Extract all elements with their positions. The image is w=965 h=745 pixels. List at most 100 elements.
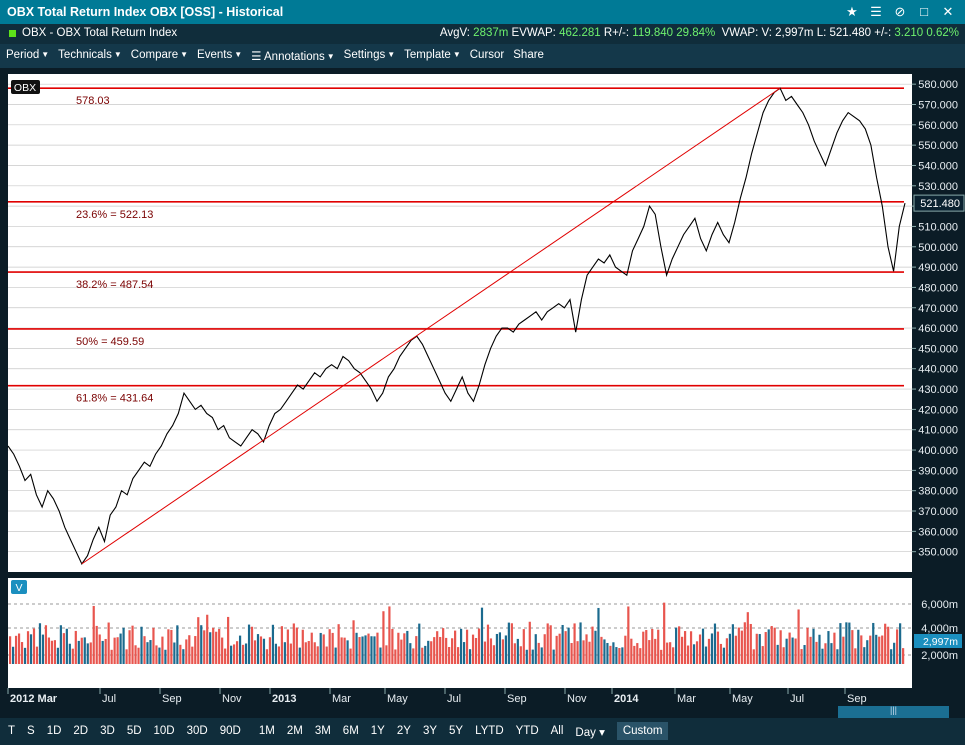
volume-bar — [483, 641, 487, 664]
period-3y[interactable]: 3Y — [422, 725, 438, 737]
volume-bar — [890, 649, 893, 664]
volume-bar — [143, 636, 146, 664]
volume-bar — [268, 637, 272, 664]
star-icon[interactable]: ★ — [846, 4, 858, 19]
period-1y[interactable]: 1Y — [370, 725, 385, 737]
menu-cursor[interactable]: Cursor — [469, 49, 505, 61]
volume-bar — [800, 649, 803, 664]
period-1d[interactable]: 1D — [46, 725, 62, 737]
last-price-label: 521.480 — [920, 198, 960, 210]
volume-bar — [71, 648, 74, 664]
menu-icon[interactable]: ☰ — [870, 4, 882, 19]
volume-bar — [600, 636, 603, 664]
volume-bar — [355, 632, 358, 664]
volume-bar — [618, 648, 621, 664]
volume-bar — [307, 641, 310, 664]
volume-badge: V — [15, 582, 22, 594]
menu-settings[interactable]: Settings ▼ — [343, 49, 396, 61]
volume-bar — [29, 634, 33, 664]
volume-bar — [746, 612, 749, 664]
volume-bar — [558, 633, 561, 664]
volume-bar — [776, 644, 779, 664]
volume-bar — [779, 630, 782, 664]
period-2m[interactable]: 2M — [286, 725, 303, 737]
period-t[interactable]: T — [8, 725, 16, 737]
interval-dropdown[interactable]: Day ▾ — [575, 727, 605, 739]
menu-compare[interactable]: Compare ▼ — [130, 49, 189, 61]
period-3d[interactable]: 3D — [100, 725, 115, 737]
period-lytd[interactable]: LYTD — [475, 725, 504, 737]
volume-bar — [594, 630, 597, 664]
evwap-value: 462.281 — [559, 27, 601, 39]
period-5y[interactable]: 5Y — [449, 725, 464, 737]
volume-bar — [663, 602, 666, 664]
unlink-icon[interactable]: ⊘ — [894, 4, 906, 19]
volume-bar — [86, 643, 89, 664]
close-icon[interactable]: ✕ — [942, 4, 954, 19]
time-scrollbar[interactable] — [9, 706, 949, 718]
volume-bar — [170, 629, 173, 664]
price-tick-label: 430.000 — [918, 384, 958, 396]
menu-period[interactable]: Period ▼ — [6, 49, 50, 61]
volume-bar — [65, 628, 68, 664]
menu-technicals[interactable]: Technicals ▼ — [58, 49, 122, 61]
period-2d[interactable]: 2D — [73, 725, 89, 737]
volume-bar — [83, 637, 86, 664]
period-s[interactable]: S — [27, 725, 35, 737]
volume-bar — [489, 638, 493, 664]
volume-bar — [313, 642, 316, 664]
volume-bar — [283, 642, 286, 664]
volume-bar — [68, 643, 71, 664]
menu-events[interactable]: Events ▼ — [197, 49, 243, 61]
scrollbar-thumb[interactable]: ||| — [838, 705, 949, 718]
volume-bar — [331, 632, 334, 664]
volume-bar — [409, 643, 412, 664]
x-tick-label: Jul — [102, 693, 116, 705]
price-chart[interactable]: 350.000 360.000 370.000 380.000 390.000 400.0… — [0, 68, 965, 718]
period-90d[interactable]: 90D — [219, 725, 241, 737]
price-tick-label: 580.000 — [918, 79, 958, 91]
volume-bar — [457, 647, 460, 664]
period-custom[interactable]: Custom — [616, 722, 669, 740]
x-tick-label: Jul — [447, 693, 461, 705]
volume-bar — [391, 628, 394, 664]
menu-template[interactable]: Template ▼ — [404, 49, 461, 61]
volume-bar — [701, 628, 705, 664]
volume-bar — [250, 626, 254, 664]
volume-bar — [439, 636, 442, 664]
volume-bar — [660, 649, 663, 664]
volume-bar — [203, 630, 206, 664]
menu-annotations[interactable]: ☰ Annotations ▼ — [251, 51, 335, 63]
volume-bar — [525, 649, 528, 664]
volume-bar — [188, 635, 191, 664]
period-5d[interactable]: 5D — [126, 725, 142, 737]
volume-bar — [513, 643, 516, 664]
volume-bar — [815, 641, 818, 664]
volume-bar — [615, 647, 618, 664]
volume-bar — [588, 641, 591, 664]
period-3m[interactable]: 3M — [314, 725, 331, 737]
chart-area[interactable]: 350.000 360.000 370.000 380.000 390.000 400.0… — [0, 68, 965, 718]
period-6m[interactable]: 6M — [342, 725, 359, 737]
maximize-icon[interactable]: □ — [920, 4, 928, 19]
period-ytd[interactable]: YTD — [515, 725, 539, 737]
price-tick-label: 490.000 — [918, 262, 958, 274]
status-indicator — [9, 30, 16, 37]
x-tick-label: Jul — [790, 693, 804, 705]
period-1m[interactable]: 1M — [258, 725, 275, 737]
volume-bar — [433, 637, 436, 664]
volume-bar — [289, 643, 292, 664]
volume-bar — [710, 633, 714, 664]
menu-share[interactable]: Share — [513, 49, 544, 61]
volume-bar — [683, 631, 687, 664]
period-10d[interactable]: 10D — [153, 725, 175, 737]
volume-bar — [370, 636, 373, 664]
period-30d[interactable]: 30D — [186, 725, 208, 737]
volume-bar — [540, 647, 543, 664]
period-all[interactable]: All — [550, 725, 564, 737]
volume-bar — [480, 607, 484, 664]
volume-bar — [743, 622, 746, 664]
volume-bar — [465, 629, 469, 664]
volume-bar — [442, 628, 445, 664]
period-2y[interactable]: 2Y — [396, 725, 411, 737]
